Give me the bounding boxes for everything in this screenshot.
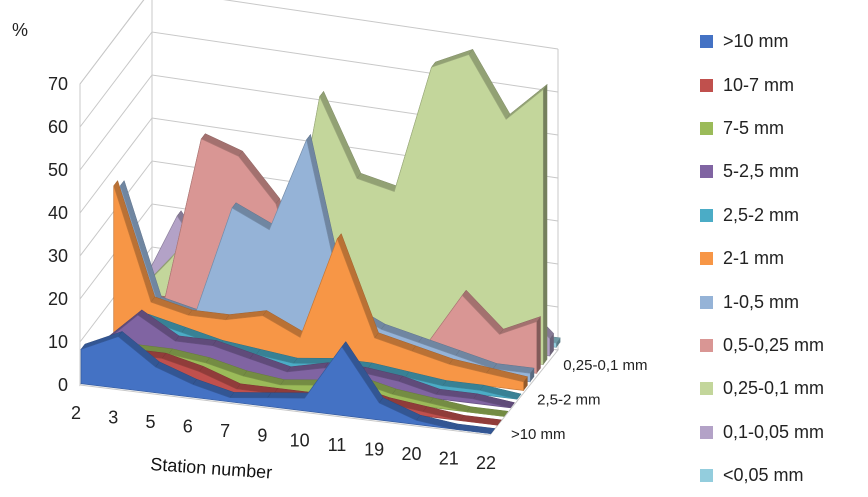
legend-swatch (700, 425, 713, 439)
x-tick-label: 19 (364, 439, 384, 459)
legend-swatch (700, 121, 713, 135)
x-tick-label: 9 (257, 426, 267, 446)
legend-label: 7-5 mm (723, 117, 785, 138)
y-tick-label: 70 (48, 74, 68, 94)
series-area (80, 336, 492, 435)
legend-item: >10 mm (700, 20, 868, 63)
x-tick-label: 6 (183, 417, 193, 437)
legend-label: 2-1 mm (723, 248, 785, 269)
legend-swatch (700, 78, 713, 92)
chart-walls: 0 10 20 30 40 50 60 70 (48, 0, 559, 436)
series-end-cap (556, 337, 561, 348)
y-tick-label: 10 (48, 332, 68, 352)
x-tick-label: 11 (328, 435, 347, 455)
x-tick-label: 5 (146, 412, 156, 432)
legend-label: 0,5-0,25 mm (723, 334, 825, 355)
series-end-cap (530, 368, 535, 382)
y-tick-label: 40 (48, 203, 68, 223)
legend-item: 10-7 mm (700, 63, 868, 106)
series-end-cap (536, 316, 541, 374)
series-top-strip (466, 406, 509, 417)
series-top-strip (266, 392, 310, 399)
legend-label: 0,1-0,05 mm (723, 421, 825, 442)
legend-swatch (700, 208, 713, 222)
series-0 (80, 330, 496, 435)
y-tick-label: 50 (48, 160, 68, 180)
legend-item: 1-0,5 mm (700, 280, 868, 323)
x-tick-label: 21 (439, 448, 459, 468)
series-end-cap (543, 84, 548, 365)
series-top-strip (459, 415, 502, 426)
x-tick-label: 20 (401, 444, 421, 464)
depth-tick-label: 0,25-0,1 mm (563, 357, 647, 374)
legend-item: 7-5 mm (700, 107, 868, 150)
x-tick-label: 2 (71, 403, 81, 423)
legend-item: <0,05 mm (700, 454, 868, 497)
x-tick-label: 3 (108, 408, 118, 428)
legend-swatch (700, 382, 713, 396)
legend-label: 1-0,5 mm (723, 291, 800, 312)
legend-swatch (700, 338, 713, 352)
y-tick-label: 0 (58, 375, 68, 395)
legend-item: 5-2,5 mm (700, 150, 868, 193)
depth-tick-label: 2,5-2 mm (537, 392, 600, 409)
legend-swatch (700, 35, 713, 49)
y-axis-title: % (12, 20, 28, 40)
legend-label: >10 mm (723, 31, 789, 52)
legend-swatch (700, 469, 713, 483)
chart-legend: >10 mm 10-7 mm 7-5 mm 5-2,5 mm 2,5-2 mm 2-1 m… (700, 20, 868, 497)
series-end-cap (549, 333, 554, 356)
series-top-strip (229, 392, 272, 399)
legend-item: 2-1 mm (700, 237, 868, 280)
legend-label: 0,25-0,1 mm (723, 378, 825, 399)
y-tick-label: 60 (48, 117, 68, 137)
legend-item: 0,25-0,1 mm (700, 367, 868, 410)
x-tick-label: 7 (220, 421, 230, 441)
legend-label: 5-2,5 mm (723, 161, 800, 182)
legend-label: 2,5-2 mm (723, 204, 800, 225)
legend-item: 0,5-0,25 mm (700, 324, 868, 367)
chart-plot-area: 0 10 20 30 40 50 60 70 2 3 5 6 7 9 10 11 19 20 21 22 0,25-0,… (12, 0, 648, 483)
x-tick-label: 10 (290, 430, 310, 450)
legend-swatch (700, 252, 713, 266)
gridline (79, 31, 559, 128)
legend-label: <0,05 mm (723, 465, 804, 486)
legend-swatch (700, 165, 713, 179)
y-tick-label: 20 (48, 289, 68, 309)
gridline (79, 0, 559, 85)
legend-swatch (700, 295, 713, 309)
series-3 (100, 309, 515, 409)
series-end-cap (523, 376, 528, 391)
legend-item: 2,5-2 mm (700, 194, 868, 237)
series-top-strip (453, 423, 496, 434)
x-axis-title: Station number (150, 454, 273, 482)
y-tick-label: 30 (48, 246, 68, 266)
x-tick-label: 22 (476, 453, 496, 473)
depth-tick-label: >10 mm (511, 426, 566, 443)
legend-item: 0,1-0,05 mm (700, 411, 868, 454)
legend-label: 10-7 mm (723, 74, 795, 95)
